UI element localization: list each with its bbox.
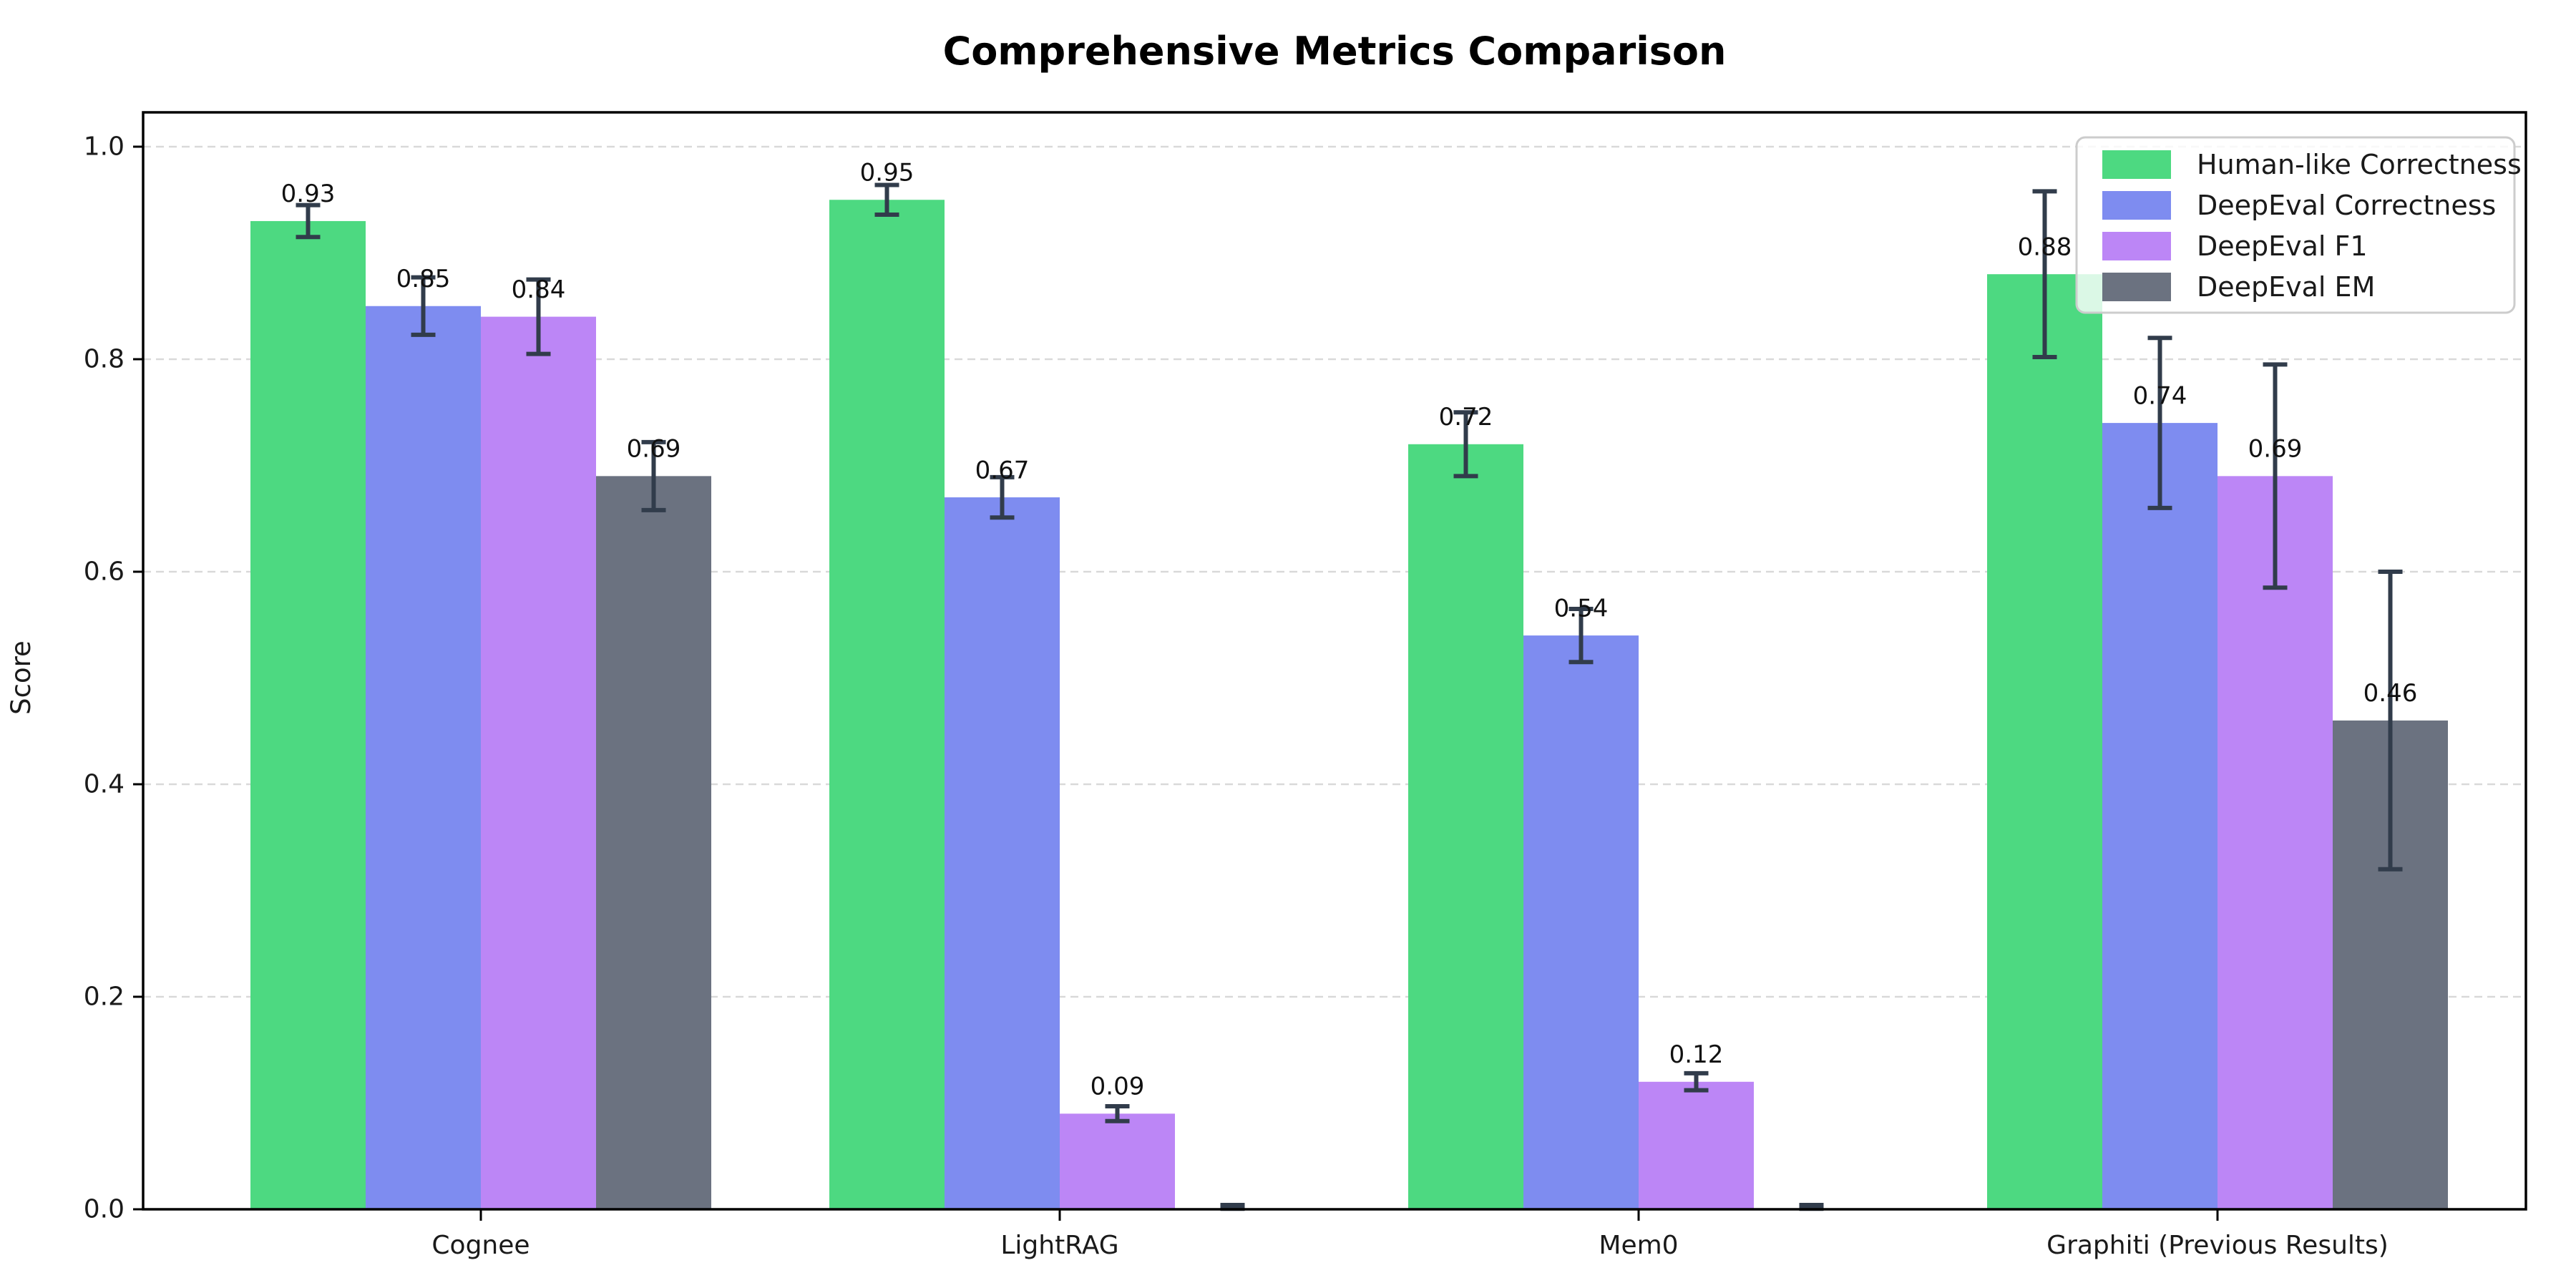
legend-box	[2075, 136, 2516, 314]
value-label-graphiti-previous-results-deepeval-em: 0.46	[2363, 679, 2418, 708]
y-tick-label: 0.4	[84, 770, 125, 799]
x-tick-label-graphiti-previous-results: Graphiti (Previous Results)	[2046, 1231, 2389, 1260]
bar-graphiti-previous-results-deepeval-correctness	[2102, 423, 2218, 1209]
legend-swatch-deepeval-correctness	[2102, 191, 2171, 220]
chart-title: Comprehensive Metrics Comparison	[943, 29, 1727, 74]
x-tick-label-lightrag: LightRAG	[1000, 1231, 1118, 1260]
error-bars-layer	[296, 182, 2403, 1211]
bar-cognee-deepeval-correctness	[366, 306, 481, 1209]
bar-cognee-deepeval-em	[596, 476, 711, 1209]
legend-label-deepeval-em: DeepEval EM	[2197, 271, 2375, 303]
y-tick-label: 1.0	[84, 132, 125, 162]
bar-cognee-human-like-correctness	[250, 220, 366, 1210]
value-label-cognee-deepeval-f1: 0.84	[512, 275, 566, 304]
legend-swatch-deepeval-f1	[2102, 232, 2171, 260]
bar-mem0-deepeval-f1	[1639, 1081, 1754, 1209]
legend-label-human-like-correctness: Human-like Correctness	[2197, 149, 2522, 180]
value-label-graphiti-previous-results-deepeval-correctness: 0.74	[2133, 381, 2187, 410]
bar-graphiti-previous-results-deepeval-f1	[2218, 476, 2333, 1209]
legend-label-deepeval-correctness: DeepEval Correctness	[2197, 190, 2496, 221]
bar-lightrag-deepeval-f1	[1060, 1113, 1175, 1209]
value-label-lightrag-deepeval-correctness: 0.67	[975, 456, 1030, 484]
y-tick-label: 0.0	[84, 1195, 125, 1224]
bar-graphiti-previous-results-human-like-correctness	[1987, 274, 2102, 1210]
legend-swatch-deepeval-em	[2102, 273, 2171, 301]
legend: Human-like Correctness DeepEval Correctne…	[2075, 136, 2522, 314]
bar-lightrag-deepeval-correctness	[945, 497, 1060, 1209]
x-tick-label-mem0: Mem0	[1599, 1231, 1678, 1260]
value-label-lightrag-human-like-correctness: 0.95	[860, 159, 914, 187]
y-axis-label: Score	[6, 640, 36, 715]
value-label-mem0-deepeval-f1: 0.12	[1669, 1040, 1724, 1069]
y-tick-label: 0.2	[84, 982, 125, 1012]
value-label-graphiti-previous-results-deepeval-f1: 0.69	[2248, 435, 2303, 464]
value-label-lightrag-deepeval-f1: 0.09	[1091, 1073, 1145, 1101]
axes-layer: 0.0 0.2 0.4 0.6 0.8 1.0 Cognee LightRAG Mem0 Grap…	[84, 111, 2527, 1260]
y-tick-label: 0.6	[84, 557, 125, 587]
value-labels-layer: 0.93 0.95 0.72 0.88 0.85 0.67 0.54 0.74 0.84 0.09…	[281, 159, 2418, 1101]
value-label-mem0-human-like-correctness: 0.72	[1439, 403, 1493, 431]
y-tick-label: 0.8	[84, 345, 125, 374]
x-tick-label-cognee: Cognee	[431, 1231, 530, 1260]
value-label-cognee-human-like-correctness: 0.93	[281, 180, 336, 208]
bar-lightrag-human-like-correctness	[829, 200, 945, 1209]
bars-layer	[250, 200, 2448, 1210]
bar-cognee-deepeval-f1	[481, 316, 596, 1210]
value-label-cognee-deepeval-em: 0.69	[627, 435, 681, 464]
value-label-mem0-deepeval-correctness: 0.54	[1554, 594, 1609, 623]
legend-label-deepeval-f1: DeepEval F1	[2197, 230, 2368, 262]
bar-mem0-deepeval-correctness	[1523, 635, 1639, 1209]
bar-mem0-human-like-correctness	[1408, 444, 1523, 1209]
value-label-graphiti-previous-results-human-like-correctness: 0.88	[2018, 233, 2072, 261]
legend-swatch-human-like-correctness	[2102, 150, 2171, 179]
value-label-cognee-deepeval-correctness: 0.85	[396, 265, 451, 293]
plot-border	[142, 111, 2527, 1211]
